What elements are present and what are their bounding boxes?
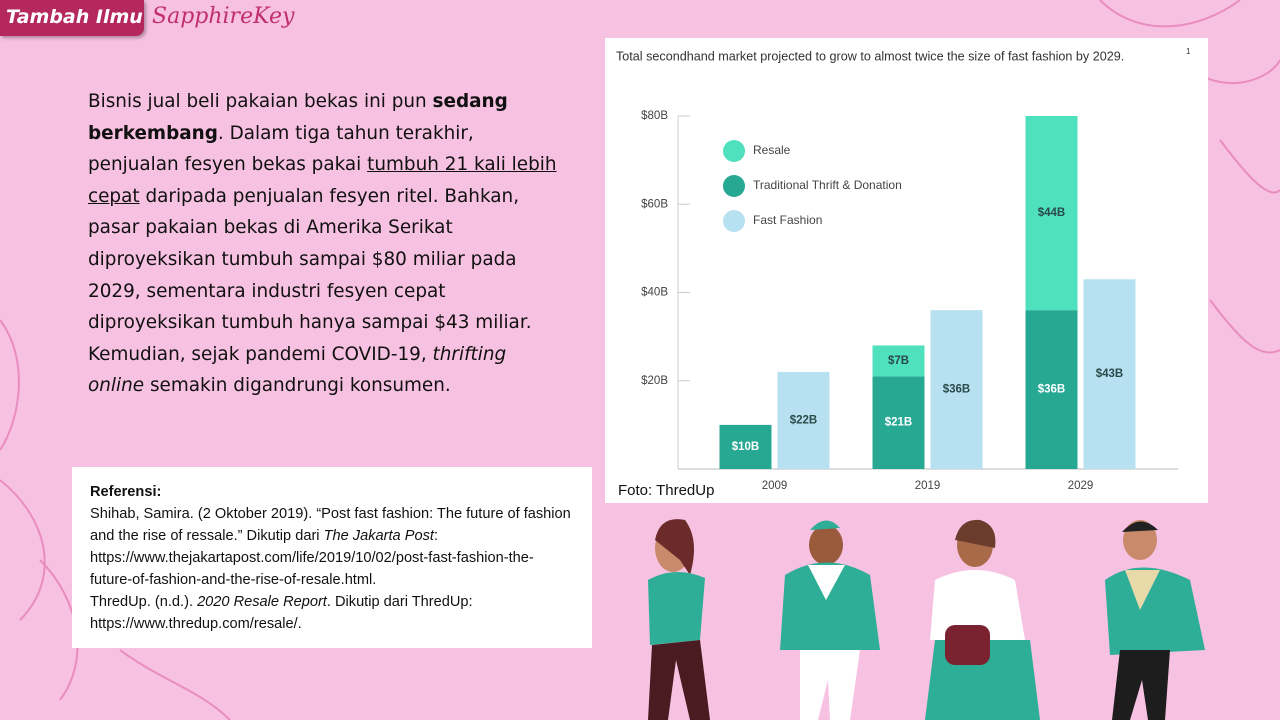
badge: Tambah Ilmu	[0, 0, 144, 36]
bar-segment	[719, 424, 772, 469]
text-run: The Jakarta Post	[323, 528, 434, 544]
bar-segment	[872, 345, 925, 377]
y-tick-label: $80B	[641, 110, 668, 122]
text-run: sedang berkembang	[88, 91, 508, 144]
legend-label: Fast Fashion	[753, 213, 822, 227]
data-label: $10B	[732, 441, 760, 453]
body-text: Bisnis jual beli pakaian bekas ini pun s…	[88, 86, 566, 402]
text-run: tumbuh 21 kali lebih cepat	[88, 154, 557, 207]
references: Referensi: Shihab, Samira. (2 Oktober 20…	[72, 467, 592, 648]
reference-entry: Shihab, Samira. (2 Oktober 2019). “Post …	[90, 503, 574, 591]
y-tick-label: $60B	[641, 198, 668, 210]
bar	[777, 371, 830, 469]
person-illustration	[780, 520, 880, 720]
data-label: $36B	[943, 384, 971, 396]
y-tick-label: $40B	[641, 287, 668, 299]
photo-credit: Foto: ThredUp	[618, 482, 714, 499]
text-run: . Dalam tiga tahun terakhir, penjualan f…	[88, 122, 474, 176]
legend-swatch	[723, 140, 745, 162]
bar	[1083, 279, 1136, 469]
text-run: . Dikutip dari ThredUp: https://www.thre…	[90, 594, 473, 632]
data-label: $43B	[1096, 368, 1124, 380]
chart-title: Total secondhand market projected to gro…	[616, 49, 1124, 63]
text-run: Bisnis jual beli pakaian bekas ini pun	[88, 91, 433, 112]
legend-swatch	[723, 210, 745, 232]
data-label: $7B	[888, 355, 909, 367]
legend-label: Resale	[753, 143, 791, 157]
bar-segment	[1025, 116, 1078, 311]
text-run: ThredUp. (n.d.).	[90, 594, 198, 610]
data-label: $21B	[885, 417, 913, 429]
legend-label: Traditional Thrift & Donation	[753, 178, 902, 192]
x-tick-label: 2009	[762, 480, 788, 492]
references-title: Referensi:	[90, 484, 162, 500]
text-run: Shihab, Samira. (2 Oktober 2019). “Post …	[90, 506, 571, 544]
text-run: semakin digandrungi konsumen.	[144, 375, 451, 397]
text-run: thrifting online	[88, 343, 507, 397]
person-illustration	[1105, 520, 1205, 720]
bar-segment	[872, 376, 925, 469]
brand: SapphireKey	[152, 4, 295, 29]
text-run: daripada penjualan fesyen ritel. Bahkan,…	[88, 185, 532, 365]
y-tick-label: $20B	[641, 375, 668, 387]
reference-entry: ThredUp. (n.d.). 2020 Resale Report. Dik…	[90, 591, 574, 635]
data-label: $44B	[1038, 207, 1066, 219]
text-run: : https://www.thejakartapost.com/life/20…	[90, 528, 534, 588]
bar-segment	[1025, 310, 1078, 469]
title-note: 1	[1186, 47, 1191, 56]
x-tick-label: 2029	[1068, 480, 1094, 492]
person-illustration	[648, 519, 710, 720]
bar	[930, 310, 983, 469]
person-illustration	[925, 519, 1040, 720]
legend-swatch	[723, 175, 745, 197]
x-tick-label: 2019	[915, 480, 941, 492]
data-label: $36B	[1038, 384, 1066, 396]
data-label: $22B	[790, 414, 818, 426]
text-run: 2020 Resale Report	[197, 594, 327, 610]
